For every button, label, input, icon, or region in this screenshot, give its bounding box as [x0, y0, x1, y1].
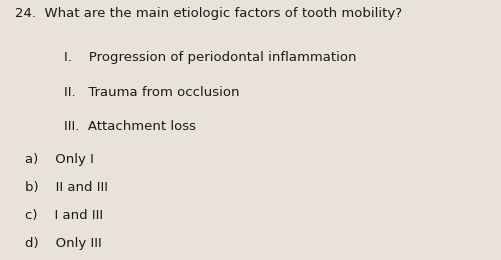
Text: II.   Trauma from occlusion: II. Trauma from occlusion	[64, 86, 239, 99]
Text: III.  Attachment loss: III. Attachment loss	[64, 120, 196, 133]
Text: a)    Only I: a) Only I	[25, 153, 93, 166]
Text: I.    Progression of periodontal inflammation: I. Progression of periodontal inflammati…	[64, 51, 356, 64]
Text: c)    I and III: c) I and III	[25, 209, 103, 222]
Text: b)    II and III: b) II and III	[25, 181, 108, 194]
Text: 24.  What are the main etiologic factors of tooth mobility?: 24. What are the main etiologic factors …	[15, 8, 401, 21]
Text: d)    Only III: d) Only III	[25, 237, 101, 250]
